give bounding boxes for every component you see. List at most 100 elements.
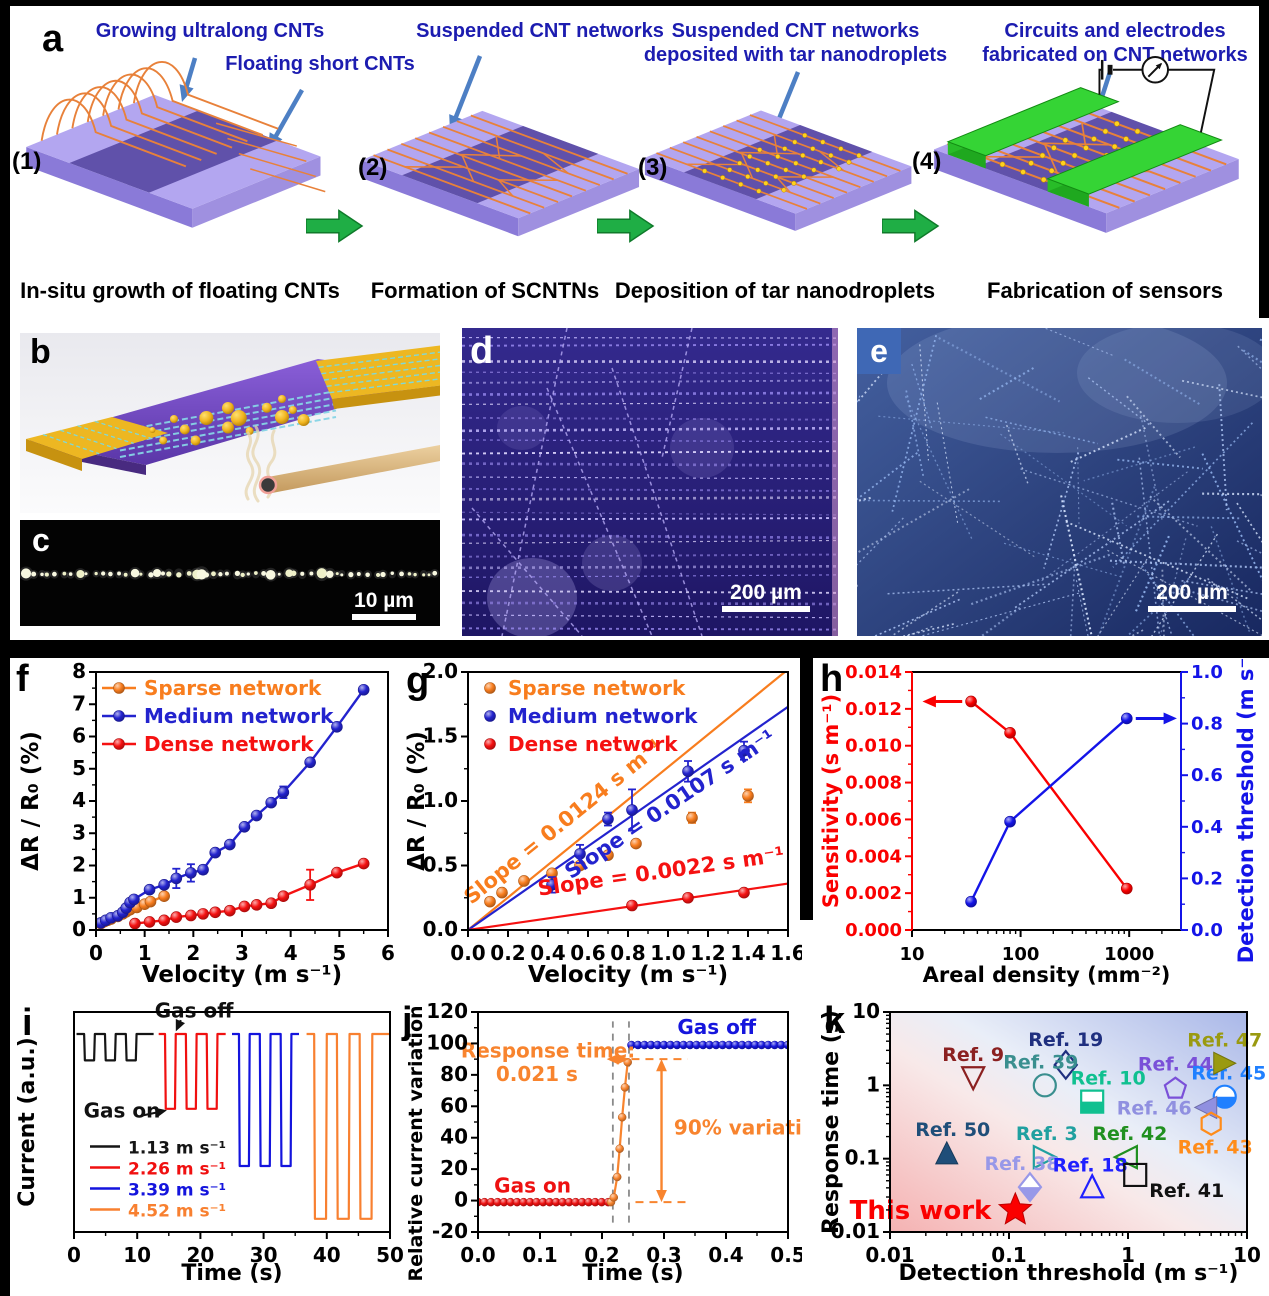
svg-text:4: 4 — [72, 788, 86, 812]
svg-text:1.4: 1.4 — [730, 941, 765, 965]
step4-diagram — [934, 56, 1239, 233]
svg-text:0: 0 — [72, 917, 86, 941]
ref-point-ref-9 — [960, 1066, 986, 1092]
svg-text:0.002: 0.002 — [845, 883, 902, 904]
svg-text:10: 10 — [1233, 1243, 1261, 1267]
panel-j-letter: j — [402, 1000, 413, 1042]
svg-text:Ref. 19: Ref. 19 — [1028, 1029, 1103, 1051]
step1-caption: In-situ growth of floating CNTs — [20, 278, 340, 303]
step4-number: (4) — [912, 148, 942, 175]
svg-text:6: 6 — [381, 941, 395, 965]
svg-text:3: 3 — [72, 820, 86, 844]
svg-text:1: 1 — [72, 885, 86, 909]
svg-text:0.01: 0.01 — [831, 1219, 880, 1243]
svg-text:100: 100 — [1002, 944, 1040, 965]
svg-text:100: 100 — [426, 1030, 468, 1054]
ref-point-this-work — [997, 1191, 1033, 1225]
svg-text:0.1: 0.1 — [991, 1243, 1026, 1267]
ref-point-ref-50 — [934, 1140, 959, 1165]
panel-h-areal-density-chart: 10 100 1000 0.000 0.002 0.004 0.006 0.008 0.010 0… — [814, 658, 1269, 996]
svg-text:Gas on: Gas on — [84, 1099, 161, 1123]
legend: Sparse network Medium network Dense networ… — [484, 676, 698, 756]
annotation-tar-nanodroplets: Suspended CNT networks deposited with tar… — [643, 20, 948, 66]
svg-text:Gas on: Gas on — [494, 1174, 571, 1198]
step2-caption: Formation of SCNTNs — [370, 278, 600, 303]
series-detection-threshold — [965, 712, 1133, 908]
svg-text:0.0: 0.0 — [1191, 920, 1223, 941]
svg-text:Velocity (m s⁻¹): Velocity (m s⁻¹) — [142, 962, 342, 988]
panel-c-droplet-micrograph: c 10 µm — [20, 520, 440, 626]
svg-text:Velocity (m s⁻¹): Velocity (m s⁻¹) — [528, 962, 728, 988]
svg-text:5: 5 — [72, 756, 86, 780]
series-medium-network — [546, 740, 750, 894]
series-medium-network — [95, 683, 370, 929]
annotation-floating-cnts: Floating short CNTs — [225, 53, 415, 75]
annotation-suspended-networks: Suspended CNT networks — [416, 20, 664, 42]
step2-diagram — [361, 110, 640, 237]
panel-f-velocity-response-chart: 0 1 2 3 4 5 6 0 1 2 3 4 5 6 7 8 Velocity (m s⁻¹) ΔR / R₀ … — [12, 658, 404, 996]
svg-text:Relative current variation (%): Relative current variation (%) — [405, 1000, 427, 1282]
svg-text:2.26 m s⁻¹: 2.26 m s⁻¹ — [128, 1160, 226, 1180]
svg-text:Ref. 42: Ref. 42 — [1092, 1123, 1167, 1145]
svg-text:7: 7 — [72, 691, 86, 715]
svg-text:0.4: 0.4 — [708, 1243, 743, 1267]
series-dense-network — [129, 857, 370, 930]
ref-point-ref-43 — [1200, 1111, 1222, 1136]
ref-point-ref-45 — [1212, 1084, 1237, 1109]
svg-text:3: 3 — [235, 941, 249, 965]
svg-text:120: 120 — [426, 1000, 468, 1023]
step1-number: (1) — [12, 148, 42, 175]
svg-text:Detection threshold (m s⁻¹): Detection threshold (m s⁻¹) — [899, 1261, 1239, 1286]
panel-h-letter: h — [820, 658, 844, 700]
top-border — [0, 0, 1269, 6]
svg-text:0.008: 0.008 — [845, 773, 902, 794]
svg-text:Dense network: Dense network — [144, 732, 314, 756]
svg-text:ΔR / R₀ (%): ΔR / R₀ (%) — [18, 731, 44, 871]
svg-text:10: 10 — [852, 1000, 880, 1023]
panel-k-letter: k — [824, 1000, 846, 1042]
panel-a-fabrication-schematic: a Growing ultralong CNTs Floating short … — [10, 6, 1259, 318]
plot-area — [965, 695, 1133, 908]
panel-k-benchmark-chart: Ref. 9 Ref. 19 Ref. 39 Ref. 10 Ref. 44 Ref. 4… — [814, 1000, 1269, 1294]
svg-text:6: 6 — [72, 724, 86, 748]
panel-c-scale-bar: 10 µm — [352, 590, 416, 620]
svg-text:Ref. 41: Ref. 41 — [1149, 1180, 1224, 1202]
svg-text:Sparse network: Sparse network — [144, 676, 322, 700]
svg-text:Ref. 10: Ref. 10 — [1071, 1068, 1146, 1090]
svg-text:80: 80 — [440, 1062, 468, 1086]
row-separator — [0, 640, 1269, 658]
svg-text:20: 20 — [186, 1243, 214, 1267]
svg-text:0.0: 0.0 — [450, 941, 485, 965]
column-separator — [800, 658, 813, 920]
svg-text:Ref. 39: Ref. 39 — [1003, 1051, 1078, 1073]
step1-diagram — [26, 61, 326, 228]
svg-text:0.8: 0.8 — [610, 941, 645, 965]
svg-text:0.010: 0.010 — [845, 736, 902, 757]
svg-text:2: 2 — [186, 941, 200, 965]
ref-point-ref-39 — [1032, 1073, 1057, 1098]
svg-text:Current (a.u.): Current (a.u.) — [15, 1037, 40, 1207]
plot-area — [467, 671, 789, 931]
svg-text:0.012: 0.012 — [845, 699, 902, 720]
step4-caption: Fabrication of sensors — [987, 278, 1223, 303]
svg-text:8: 8 — [72, 659, 86, 683]
svg-text:0.2: 0.2 — [490, 941, 525, 965]
trace-4.52 m s⁻¹ — [306, 1032, 390, 1220]
plot-area — [76, 1032, 390, 1220]
svg-text:10: 10 — [899, 944, 924, 965]
series-sensitivity — [965, 695, 1133, 895]
ref-point-ref-47 — [1213, 1051, 1237, 1076]
svg-text:1.0: 1.0 — [1191, 662, 1223, 683]
svg-text:1000: 1000 — [1104, 944, 1154, 965]
step3-diagram — [644, 110, 912, 231]
svg-text:Sensitivity (s m⁻¹): Sensitivity (s m⁻¹) — [819, 694, 843, 908]
svg-text:2.0: 2.0 — [423, 659, 458, 683]
svg-text:20: 20 — [440, 1156, 468, 1180]
svg-text:0.2: 0.2 — [1191, 868, 1223, 889]
ref-point-ref-18 — [1079, 1172, 1105, 1199]
svg-text:Ref. 18: Ref. 18 — [1053, 1154, 1128, 1176]
svg-text:-20: -20 — [432, 1219, 468, 1243]
svg-text:0.6: 0.6 — [1191, 765, 1223, 786]
svg-text:0.1: 0.1 — [522, 1243, 557, 1267]
ref-point-ref-19 — [1053, 1049, 1079, 1081]
